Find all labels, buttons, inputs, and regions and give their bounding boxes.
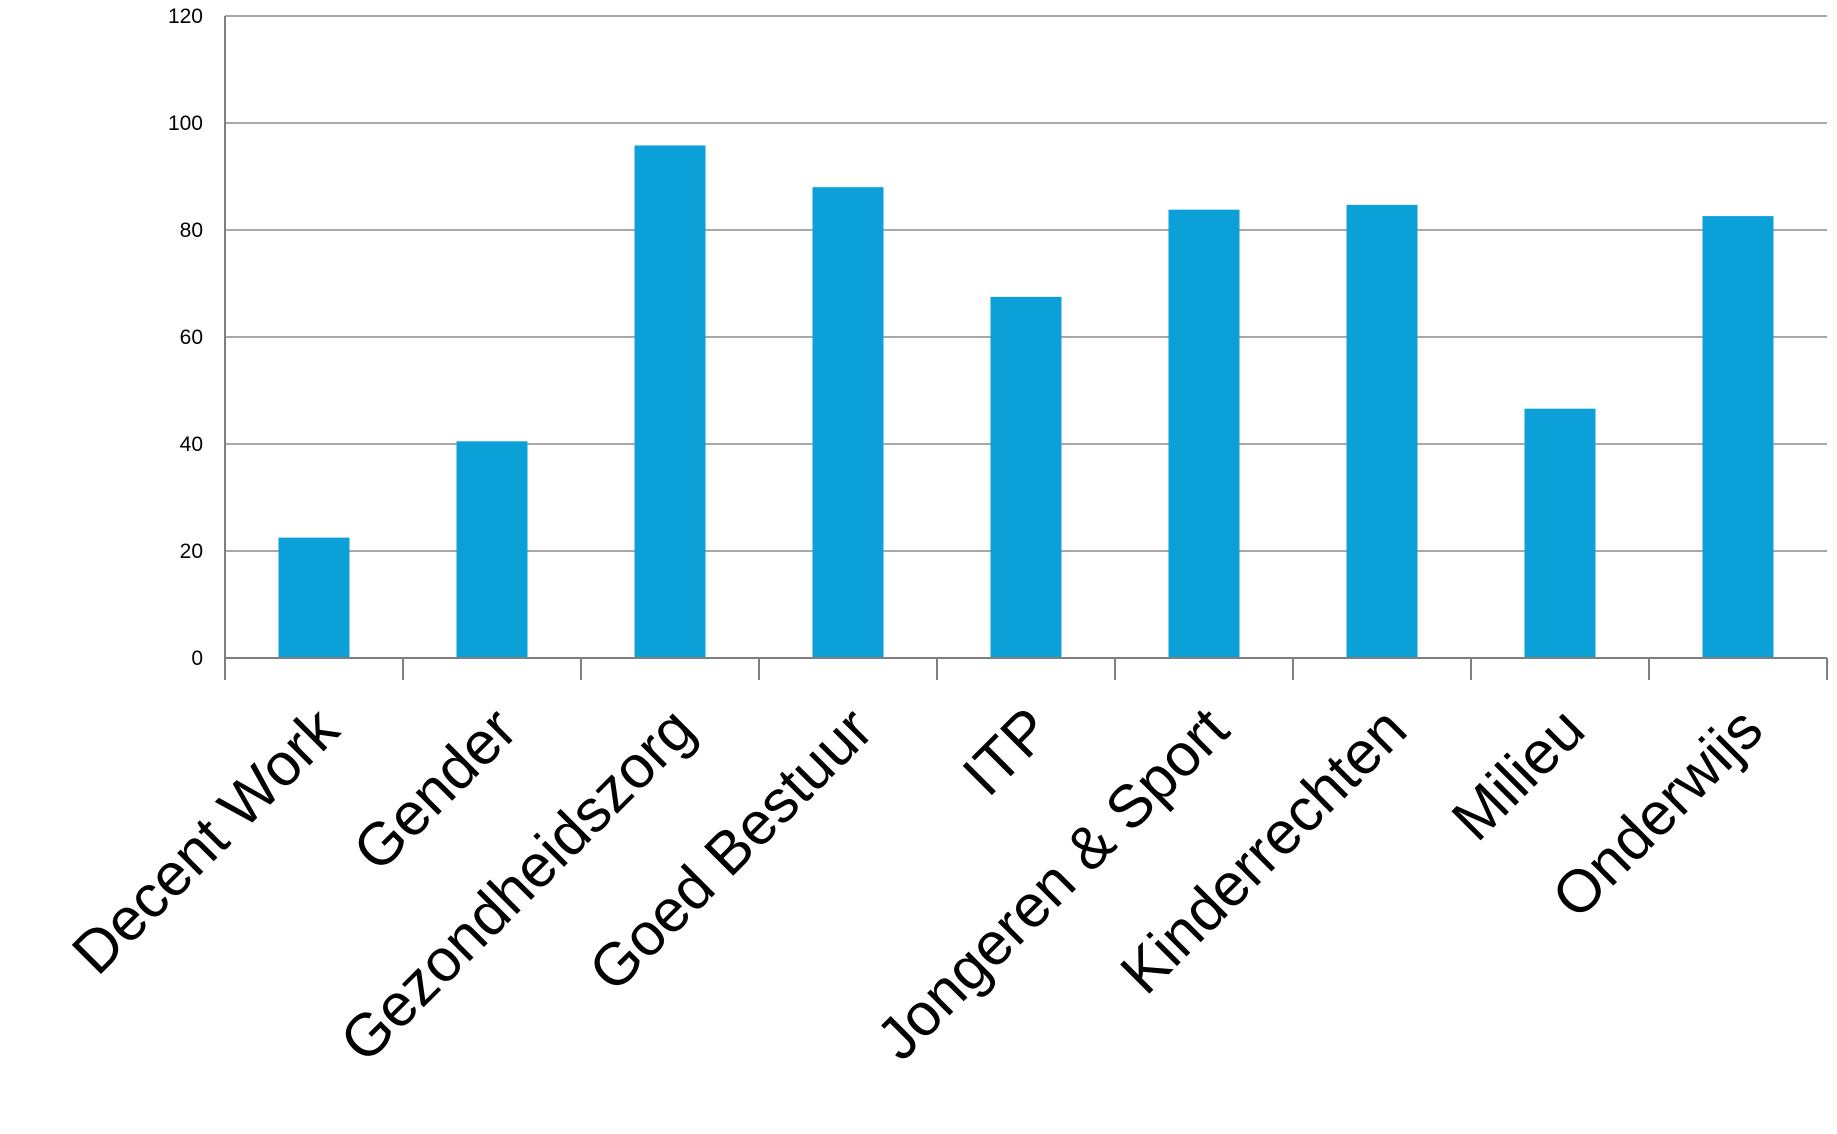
y-tick-label-0: 0 [191, 647, 203, 670]
bars [278, 145, 1774, 659]
x-category-label: ITP [950, 695, 1063, 808]
bar-9 [1702, 216, 1774, 658]
bar-2 [456, 441, 528, 658]
x-category-label: Milieu [1439, 695, 1597, 853]
axes [224, 16, 1828, 680]
y-tick-label-20: 20 [180, 540, 203, 563]
y-tick-label-60: 60 [180, 326, 203, 349]
bar-1 [278, 537, 350, 658]
y-tick-label-120: 120 [168, 5, 203, 28]
y-tick-label-100: 100 [168, 112, 203, 135]
bar-4 [812, 187, 884, 658]
bar-6 [1168, 209, 1240, 659]
y-tick-labels: 0 20 40 60 80 100 120 [168, 5, 203, 670]
bar-3 [634, 145, 706, 659]
y-tick-label-40: 40 [180, 433, 203, 456]
bar-5 [990, 296, 1062, 658]
bar-8 [1524, 408, 1596, 658]
y-tick-label-80: 80 [180, 219, 203, 242]
bar-7 [1346, 204, 1418, 659]
x-category-label: Decent Work [59, 694, 352, 987]
